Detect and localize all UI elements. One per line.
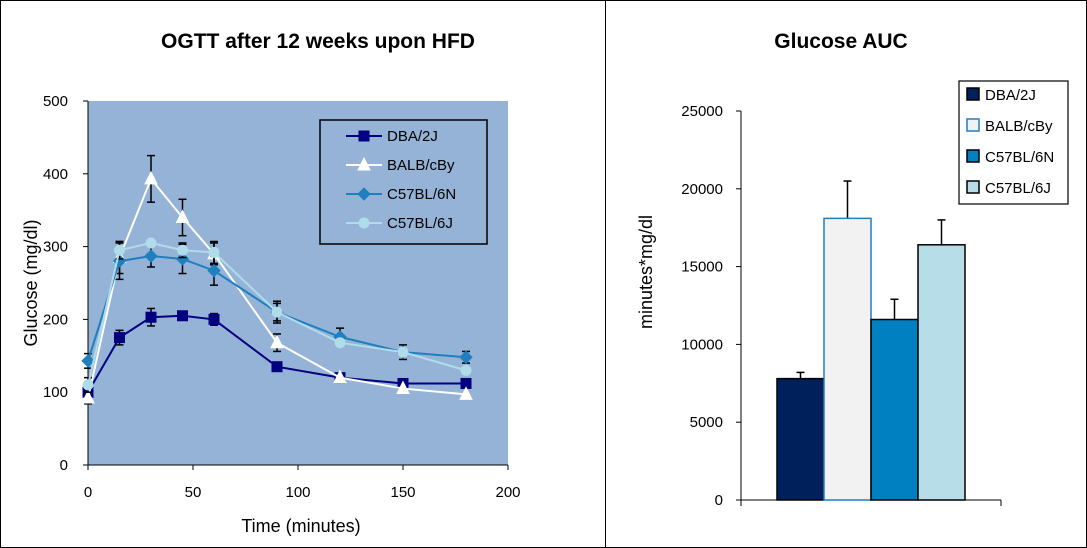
ogtt-x-tick-label: 0	[84, 484, 92, 501]
ogtt-data-point	[145, 311, 157, 323]
ogtt-legend: DBA/2J BALB/cBy C57BL/6N C57BL/6J	[319, 119, 488, 245]
auc-y-tick-label: 25000	[681, 103, 723, 120]
ogtt-data-point	[144, 170, 158, 185]
ogtt-x-tick-label: 50	[185, 484, 202, 501]
auc-bar	[870, 318, 919, 501]
ogtt-data-point	[81, 354, 95, 368]
ogtt-x-tick-label: 150	[390, 484, 415, 501]
ogtt-data-point	[208, 246, 220, 258]
ogtt-legend-label: C57BL/6N	[387, 186, 456, 203]
ogtt-legend-label: C57BL/6J	[387, 215, 453, 232]
auc-legend-label: C57BL/6N	[985, 149, 1054, 166]
ogtt-data-point	[271, 361, 283, 373]
ogtt-legend-marker	[357, 187, 371, 201]
ogtt-data-point	[271, 306, 283, 318]
auc-bar	[776, 377, 825, 501]
ogtt-data-point	[208, 313, 220, 325]
auc-legend-swatch	[966, 180, 980, 194]
ogtt-x-tick-label: 100	[285, 484, 310, 501]
ogtt-data-point	[177, 310, 188, 322]
ogtt-legend-label: BALB/cBy	[387, 157, 455, 174]
auc-y-axis-label: minutes*mg/dl	[636, 215, 656, 329]
ogtt-data-point	[270, 334, 284, 349]
auc-bar-balb-cby	[823, 180, 872, 501]
ogtt-y-tick-label: 100	[43, 384, 68, 401]
ogtt-data-point	[333, 369, 347, 384]
ogtt-y-axis-label: Glucose (mg/dl)	[21, 219, 41, 346]
ogtt-data-point	[334, 337, 346, 349]
ogtt-y-tick-label: 0	[60, 457, 68, 474]
ogtt-data-point	[177, 244, 188, 256]
auc-bar-c57bl-6j	[917, 219, 966, 501]
auc-legend-swatch	[966, 118, 980, 132]
ogtt-y-tick-label: 300	[43, 239, 68, 256]
ogtt-series-group	[81, 154, 473, 405]
ogtt-chart: OGTT after 12 weeks upon HFD 0 100 200 300 4…	[21, 30, 521, 536]
ogtt-legend-marker	[358, 217, 370, 229]
auc-y-tick-label: 15000	[681, 259, 723, 276]
auc-legend-label: DBA/2J	[985, 87, 1036, 104]
ogtt-legend-label: DBA/2J	[387, 128, 438, 145]
ogtt-chart-title: OGTT after 12 weeks upon HFD	[161, 30, 475, 53]
ogtt-data-point	[114, 332, 125, 344]
ogtt-data-point	[207, 263, 221, 278]
auc-axes: 0 5000 10000 15000 20000 25000	[681, 103, 1002, 509]
auc-legend-swatch	[966, 87, 980, 101]
ogtt-data-point	[144, 249, 158, 263]
ogtt-y-tick-label: 200	[43, 311, 68, 328]
ogtt-data-point	[175, 209, 190, 223]
auc-chart: Glucose AUC 0 5000 10000 15000 20000 25000 mi…	[636, 30, 1069, 509]
ogtt-legend-marker	[358, 130, 370, 142]
auc-legend-swatch	[966, 149, 980, 163]
auc-legend-label: BALB/cBy	[985, 118, 1053, 135]
auc-bar	[823, 217, 872, 501]
auc-y-tick-label: 0	[715, 492, 723, 509]
auc-bar	[917, 244, 966, 501]
panel-divider	[605, 0, 606, 548]
auc-legend: DBA/2J BALB/cBy C57BL/6N C57BL/6J	[958, 80, 1069, 205]
ogtt-data-point	[459, 386, 473, 400]
ogtt-data-point	[145, 237, 157, 249]
ogtt-data-point	[82, 379, 94, 391]
auc-bars-group	[776, 180, 966, 501]
ogtt-y-tick-label: 400	[43, 166, 68, 183]
auc-y-tick-label: 20000	[681, 181, 723, 198]
auc-y-tick-label: 10000	[681, 336, 723, 353]
ogtt-legend-marker	[357, 156, 371, 171]
ogtt-data-point	[81, 389, 95, 404]
ogtt-data-point	[396, 380, 410, 395]
ogtt-data-point	[459, 350, 473, 364]
ogtt-x-axis-label: Time (minutes)	[241, 516, 360, 536]
auc-chart-title: Glucose AUC	[774, 30, 907, 53]
ogtt-axes: 0 100 200 300 400 500 0 50 100 150 200	[43, 93, 521, 501]
ogtt-data-point	[460, 364, 472, 376]
ogtt-y-tick-label: 500	[43, 93, 68, 110]
ogtt-series-c57bl-6j	[82, 237, 472, 393]
auc-legend-label: C57BL/6J	[985, 180, 1051, 197]
auc-bar-c57bl-6n	[870, 298, 919, 501]
auc-y-tick-label: 5000	[690, 414, 723, 431]
auc-bar-dba-2j	[776, 371, 825, 501]
ogtt-data-point	[397, 346, 409, 358]
ogtt-data-point	[114, 244, 125, 256]
ogtt-x-tick-label: 200	[495, 484, 520, 501]
